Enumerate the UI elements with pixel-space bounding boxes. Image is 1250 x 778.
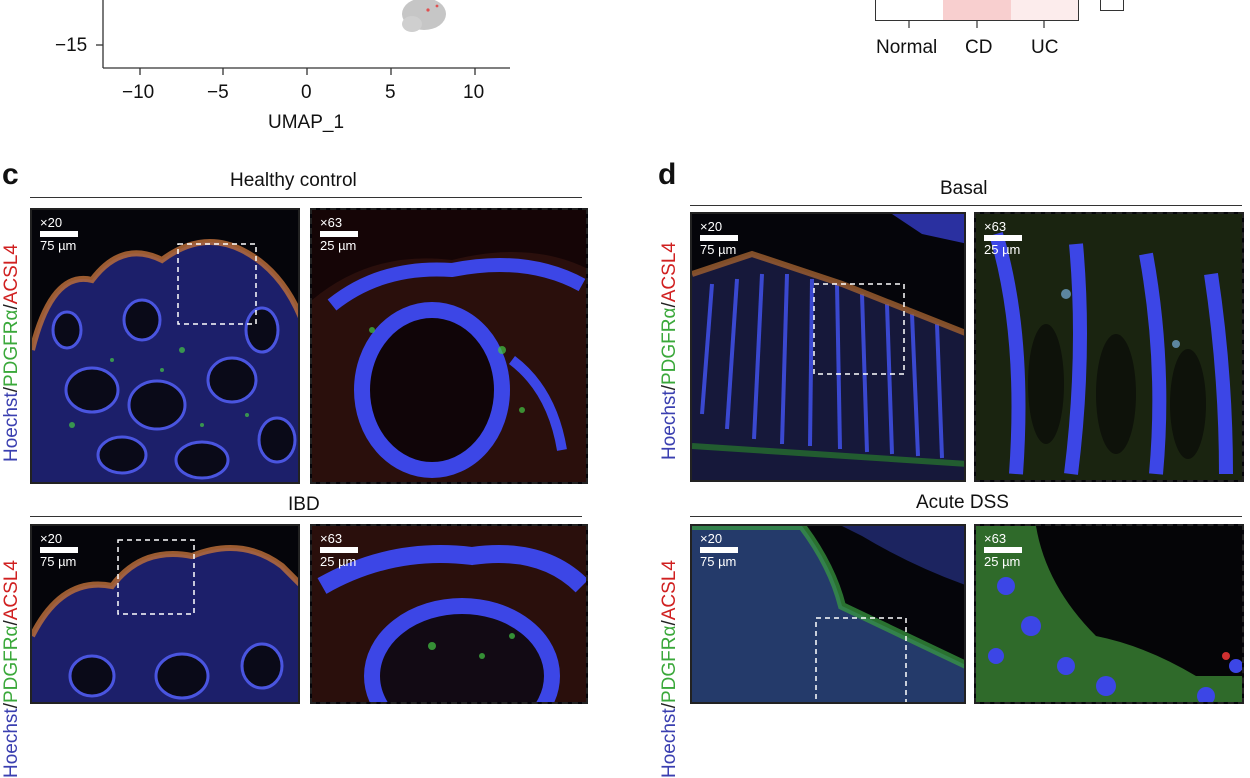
- panel-c-row1-rule: [30, 197, 582, 198]
- scale-bar: ×63 25 µm: [320, 215, 358, 253]
- panel-c-row2-title: IBD: [288, 494, 320, 515]
- micrograph-d-basal-x63: ×63 25 µm: [974, 212, 1244, 482]
- heatmap-cell-cd: [943, 0, 1011, 20]
- scale-bar: ×20 75 µm: [40, 531, 78, 569]
- scale-bar: ×20 75 µm: [700, 219, 738, 257]
- legend-box: [1100, 0, 1124, 11]
- micrograph-d-basal-x20: ×20 75 µm: [690, 212, 966, 482]
- panel-d-row1-title: Basal: [940, 178, 988, 199]
- umap-x-tick: 10: [463, 82, 485, 103]
- micrograph-d-acute-x63: ×63 25 µm: [974, 524, 1244, 704]
- umap-x-tick: −10: [122, 82, 155, 103]
- scale-bar: ×63 25 µm: [320, 531, 358, 569]
- heatmap-cell-normal: [876, 0, 943, 20]
- stain-label: Hoechst/PDGFRα/ACSL4: [659, 560, 680, 778]
- panel-d-row2-title: Acute DSS: [916, 492, 1009, 513]
- scale-bar: ×20 75 µm: [700, 531, 738, 569]
- heatmap-label-cd: CD: [965, 37, 993, 58]
- heatmap-label-normal: Normal: [876, 37, 938, 58]
- stain-label: Hoechst/PDGFRα/ACSL4: [1, 244, 22, 462]
- heatmap: Normal CD UC: [860, 0, 1140, 70]
- stain-label: Hoechst/PDGFRα/ACSL4: [659, 242, 680, 460]
- umap-x-label: UMAP_1: [268, 112, 345, 133]
- micrograph-c-ibd-x20: ×20 75 µm: [30, 524, 300, 704]
- micrograph-c-ibd-x63: ×63 25 µm: [310, 524, 588, 704]
- umap-x-tick: 0: [301, 82, 312, 103]
- umap-cell-cluster: [402, 0, 446, 32]
- umap-x-tick: 5: [385, 82, 396, 103]
- heatmap-label-uc: UC: [1031, 37, 1059, 58]
- scale-bar: ×63 25 µm: [984, 531, 1022, 569]
- micrograph-d-acute-x20: ×20 75 µm: [690, 524, 966, 704]
- umap-x-tick: −5: [207, 82, 229, 103]
- micrograph-c-healthy-x63: ×63 25 µm: [310, 208, 588, 484]
- panel-d-row2-rule: [690, 516, 1242, 517]
- umap-axes: [96, 0, 510, 75]
- umap-y-tick: −15: [55, 35, 88, 56]
- umap-plot: −15 −10 −5 0 5 10 UMAP_1: [0, 0, 520, 140]
- stain-label: Hoechst/PDGFRα/ACSL4: [1, 560, 22, 778]
- scale-bar: ×20 75 µm: [40, 215, 78, 253]
- micrograph-c-healthy-x20: ×20 75 µm: [30, 208, 300, 484]
- heatmap-cells: [875, 0, 1079, 21]
- panel-c-row2-rule: [30, 516, 582, 517]
- panel-c-row1-title: Healthy control: [230, 170, 357, 191]
- scale-bar: ×63 25 µm: [984, 219, 1022, 257]
- heatmap-cell-uc: [1011, 0, 1078, 20]
- panel-d-row1-rule: [690, 205, 1242, 206]
- panel-letter-d: d: [658, 158, 677, 191]
- panel-letter-c: c: [2, 158, 19, 191]
